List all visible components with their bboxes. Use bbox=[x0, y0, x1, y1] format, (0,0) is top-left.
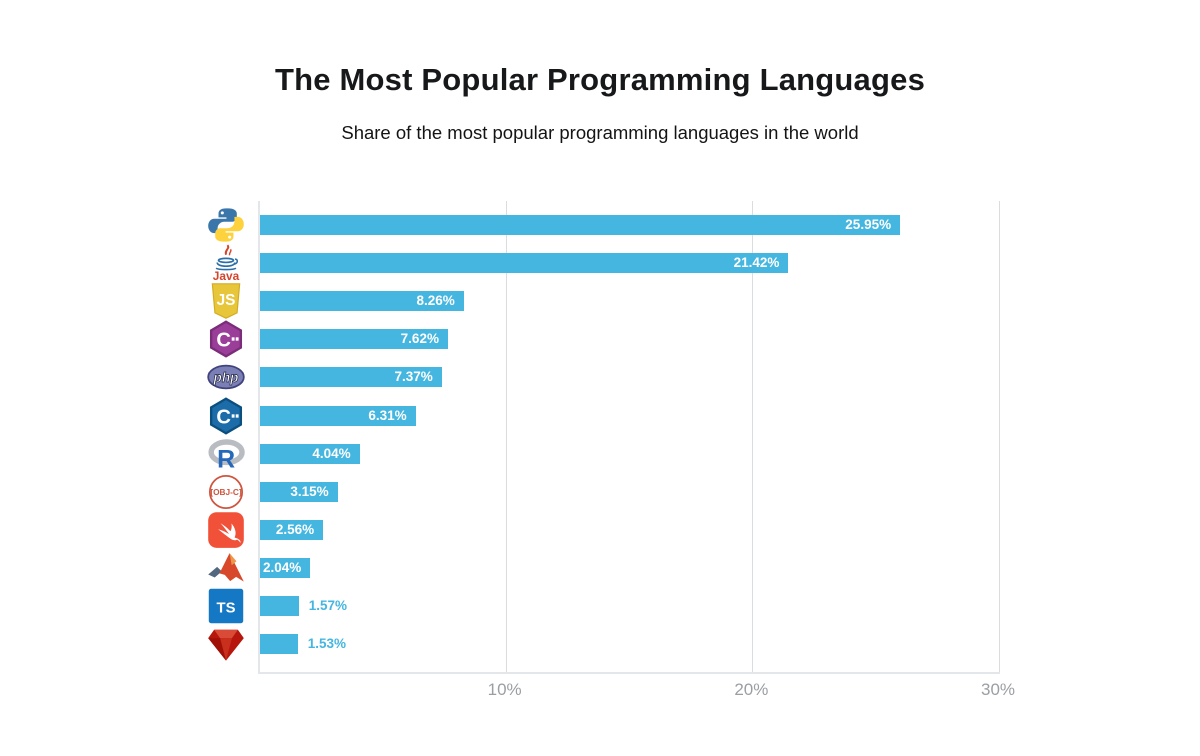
bar-cpp: 6.31% bbox=[260, 405, 416, 426]
bar-row-php: php 7.37% bbox=[207, 365, 1000, 390]
gridline-10 bbox=[505, 201, 507, 672]
bar-row-r: R 4.04% bbox=[208, 438, 1000, 473]
gridline-30 bbox=[999, 201, 1000, 672]
bar-r: 4.04% bbox=[260, 443, 360, 464]
bar-swift: 2.56% bbox=[260, 519, 324, 540]
java-icon: Java bbox=[207, 244, 245, 282]
bar-value-label-matlab: 2.04% bbox=[263, 559, 302, 575]
javascript-icon: JS bbox=[207, 282, 245, 320]
typescript-icon: TS bbox=[207, 587, 245, 625]
bar-row-matlab: 2.04% bbox=[208, 553, 1000, 582]
svg-text:php: php bbox=[213, 370, 239, 385]
svg-text:JS: JS bbox=[217, 292, 236, 309]
bar-javascript: 8.26% bbox=[260, 291, 464, 312]
bar-value-label-swift: 2.56% bbox=[275, 521, 315, 537]
php-icon: php bbox=[207, 358, 245, 396]
python-icon bbox=[207, 206, 245, 244]
x-axis: 10% 20% 30% bbox=[258, 680, 1015, 704]
x-axis-tick-20: 20% bbox=[734, 680, 769, 699]
bar-value-label-python: 25.95% bbox=[845, 217, 892, 232]
bar-row-swift: 2.56% bbox=[208, 511, 1000, 548]
bar-java: 21.42% bbox=[260, 253, 789, 274]
bar-python: 25.95% bbox=[260, 215, 901, 235]
r-icon: R bbox=[207, 435, 245, 473]
bar-row-objective-c: [OBJ-C] 3.15% bbox=[208, 474, 1000, 509]
page-title: The Most Popular Programming Languages bbox=[274, 62, 926, 97]
bar-row-csharp: C 7.62% bbox=[209, 320, 1000, 358]
svg-text:R: R bbox=[217, 445, 235, 472]
bar-value-label-cpp: 6.31% bbox=[368, 407, 407, 423]
bar-matlab: 2.04% bbox=[260, 557, 311, 578]
svg-text:C: C bbox=[216, 406, 231, 428]
bar-php: 7.37% bbox=[260, 367, 442, 388]
bar-row-python: 25.95% bbox=[208, 208, 1000, 242]
swift-icon bbox=[207, 511, 245, 549]
bar-value-label-javascript: 8.26% bbox=[416, 293, 455, 309]
bar-ruby: 1.53% bbox=[260, 634, 346, 655]
ruby-icon bbox=[207, 625, 245, 663]
bar-value-label-r: 4.04% bbox=[312, 445, 351, 461]
cpp-icon: C bbox=[207, 396, 245, 435]
bar-row-javascript: JS 8.26% bbox=[211, 283, 1000, 320]
svg-text:TS: TS bbox=[217, 601, 236, 617]
bar-value-label-objective-c: 3.15% bbox=[290, 483, 329, 499]
x-axis-tick-10: 10% bbox=[487, 680, 522, 699]
bar-value-label-php: 7.37% bbox=[394, 369, 433, 385]
bar-objective-c: 3.15% bbox=[260, 481, 338, 502]
bar-value-label-typescript: 1.57% bbox=[308, 598, 347, 613]
bar-value-label-csharp: 7.62% bbox=[400, 331, 439, 347]
plot-area: 25.95% Java 21.42% JS 8.26% C 7.6 bbox=[207, 201, 1000, 674]
bar-value-label-java: 21.42% bbox=[733, 255, 780, 271]
bar-row-ruby: 1.53% bbox=[208, 629, 1000, 661]
bar-value-label-ruby: 1.53% bbox=[307, 636, 347, 652]
bar-csharp: 7.62% bbox=[260, 329, 448, 350]
bar-row-java: Java 21.42% bbox=[213, 244, 1000, 282]
objective-c-icon: [OBJ-C] bbox=[207, 473, 245, 511]
matlab-icon bbox=[207, 549, 245, 587]
page-subtitle: Share of the most popular programming la… bbox=[341, 122, 859, 143]
bar-row-cpp: C 6.31% bbox=[209, 396, 1000, 435]
svg-text:[OBJ-C]: [OBJ-C] bbox=[210, 487, 242, 497]
bar-typescript: 1.57% bbox=[260, 596, 347, 616]
gridline-20 bbox=[752, 201, 754, 672]
bar-row-typescript: TS 1.57% bbox=[208, 588, 1000, 624]
svg-text:C: C bbox=[216, 330, 231, 352]
csharp-icon: C bbox=[207, 320, 245, 358]
svg-text:Java: Java bbox=[213, 269, 240, 282]
x-axis-tick-30: 30% bbox=[980, 680, 1016, 699]
